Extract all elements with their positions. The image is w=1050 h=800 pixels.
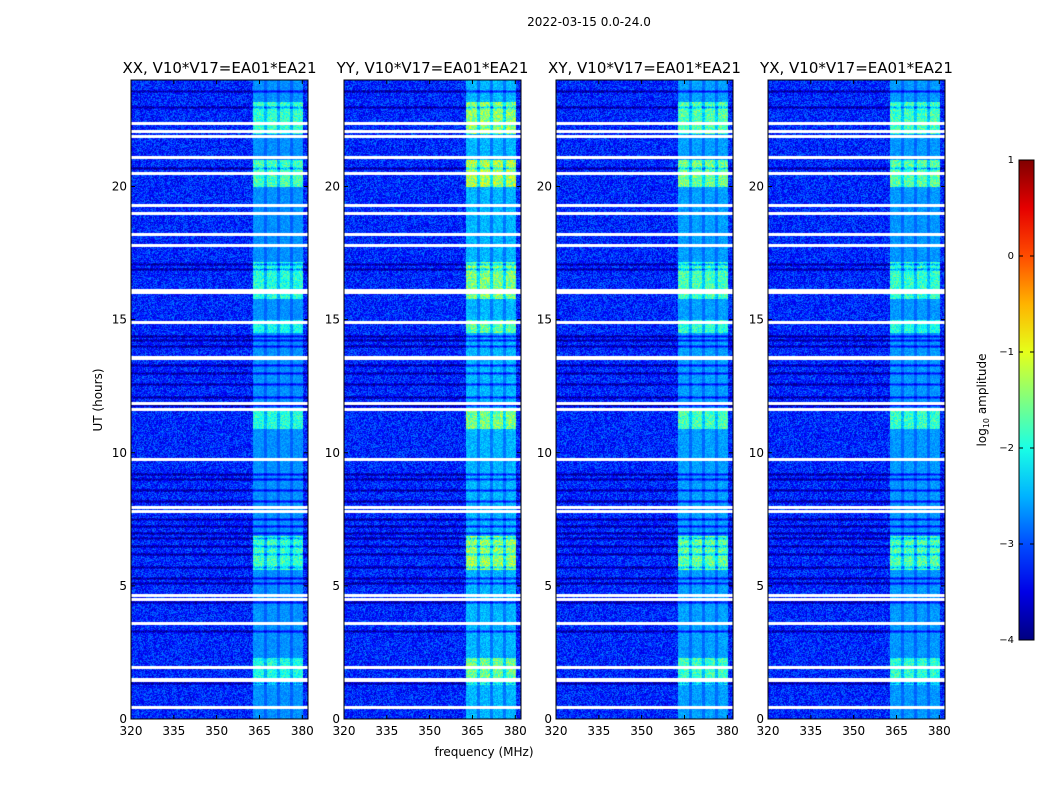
y-tick-label: 10 (537, 446, 552, 460)
x-tick-label: 320 (120, 724, 143, 738)
colorbar: 1 0 −1 −2 −3 −4 log10 amplitude (975, 155, 1035, 646)
spectrogram-xy (556, 80, 733, 719)
x-tick-label: 320 (757, 724, 780, 738)
y-tick-label: 20 (537, 180, 552, 194)
panel-frame (767, 79, 946, 720)
y-tick-label: 0 (756, 712, 764, 726)
y-tick-label: 15 (537, 313, 552, 327)
y-tick-label: 5 (544, 579, 552, 593)
x-tick-label: 350 (630, 724, 653, 738)
x-tick-label: 365 (673, 724, 696, 738)
panels: XX, V10*V17=EA01*EA21 320 335 350 365 380 0 5 10… (112, 59, 953, 738)
y-tick-label: 5 (756, 579, 764, 593)
x-tick-label: 365 (248, 724, 271, 738)
figure-title: 2022-03-15 0.0-24.0 (527, 15, 651, 29)
y-tick-label: 10 (749, 446, 764, 460)
colorbar-tick-label: −4 (999, 635, 1014, 646)
panel-yx: YX, V10*V17=EA01*EA21 320 335 350 365 380 0 5 10… (749, 59, 953, 738)
y-tick-label: 10 (112, 446, 127, 460)
x-tick-label: 350 (842, 724, 865, 738)
y-tick-label: 15 (112, 313, 127, 327)
panel-frame (555, 79, 734, 720)
x-tick-label: 335 (375, 724, 398, 738)
panel-frame (343, 79, 522, 720)
y-tick-label: 20 (749, 180, 764, 194)
colorbar-tick-label: 1 (1008, 155, 1014, 166)
spectrogram-xx (131, 80, 308, 719)
x-tick-label: 350 (418, 724, 441, 738)
colorbar-bar (1018, 159, 1035, 641)
y-tick-label: 5 (332, 579, 340, 593)
y-axis-label: UT (hours) (91, 368, 105, 431)
x-tick-label: 380 (291, 724, 314, 738)
panel-title: XY, V10*V17=EA01*EA21 (548, 59, 741, 77)
panel-title: XX, V10*V17=EA01*EA21 (122, 59, 316, 77)
x-tick-label: 380 (716, 724, 739, 738)
y-tick-label: 0 (544, 712, 552, 726)
colorbar-tick-label: 0 (1008, 251, 1014, 262)
colorbar-tick-label: −1 (999, 347, 1014, 358)
panel-title: YY, V10*V17=EA01*EA21 (336, 59, 529, 77)
y-tick-label: 0 (119, 712, 127, 726)
x-tick-label: 380 (504, 724, 527, 738)
panel-xx: XX, V10*V17=EA01*EA21 320 335 350 365 380 0 5 10… (112, 59, 317, 738)
colorbar-tick-label: −3 (999, 539, 1014, 550)
panel-yy: YY, V10*V17=EA01*EA21 320 335 350 365 380 0 5 10… (325, 59, 529, 738)
y-tick-label: 15 (749, 313, 764, 327)
y-tick-label: 10 (325, 446, 340, 460)
x-tick-label: 335 (162, 724, 185, 738)
panel-xy: XY, V10*V17=EA01*EA21 320 335 350 365 380 0 5 10… (537, 59, 741, 738)
y-tick-label: 15 (325, 313, 340, 327)
x-tick-label: 350 (205, 724, 228, 738)
x-tick-label: 335 (799, 724, 822, 738)
colorbar-label: log10 amplitude (975, 354, 991, 447)
panel-title: YX, V10*V17=EA01*EA21 (759, 59, 953, 77)
x-tick-label: 365 (461, 724, 484, 738)
panel-frame (130, 79, 309, 720)
y-tick-label: 20 (112, 180, 127, 194)
spectrogram-yx (768, 80, 945, 719)
x-tick-label: 335 (587, 724, 610, 738)
y-tick-label: 0 (332, 712, 340, 726)
x-tick-label: 380 (928, 724, 951, 738)
x-tick-label: 320 (333, 724, 356, 738)
y-tick-label: 5 (119, 579, 127, 593)
colorbar-tick-label: −2 (999, 443, 1014, 454)
x-tick-label: 320 (545, 724, 568, 738)
spectrogram-yy (344, 80, 521, 719)
x-tick-label: 365 (885, 724, 908, 738)
x-axis-label: frequency (MHz) (434, 745, 533, 759)
y-tick-label: 20 (325, 180, 340, 194)
